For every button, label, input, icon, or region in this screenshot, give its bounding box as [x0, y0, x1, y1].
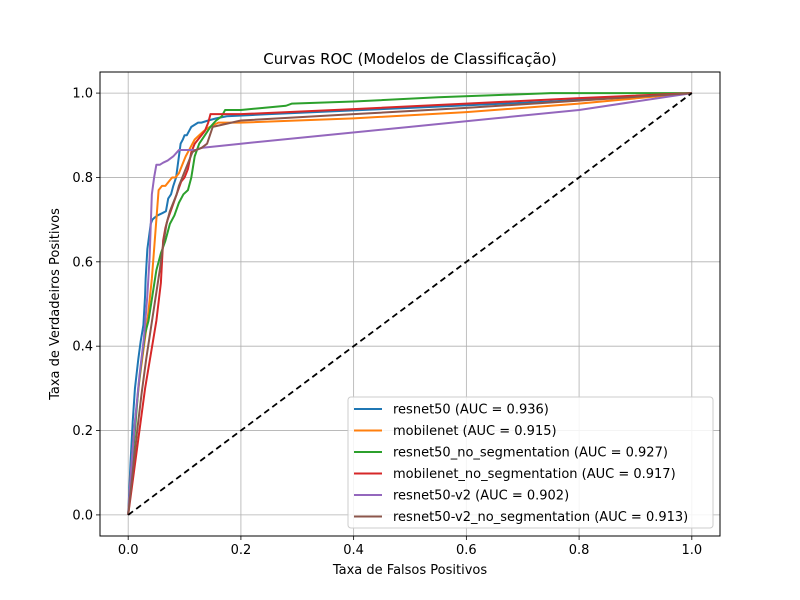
legend-box [347, 396, 714, 529]
series-line-0 [127, 92, 692, 515]
series-line-3 [127, 92, 692, 516]
legend-label: resnet50_no_segmentation (AUC = 0.927) [393, 446, 668, 461]
legend-label: resnet50 (AUC = 0.936) [393, 403, 549, 418]
x-axis-ticks: 0.0 0.2 0.4 0.6 0.8 1.0 [118, 536, 702, 558]
y-axis-label: Taxa de Verdadeiros Positivos [48, 208, 63, 401]
chance-diagonal-line [127, 92, 693, 516]
x-tick-label: 0.6 [456, 543, 477, 558]
legend-label: resnet50-v2 (AUC = 0.902) [393, 489, 569, 504]
x-tick-label: 0.0 [118, 543, 139, 558]
y-tick-label: 1.0 [72, 87, 93, 102]
x-tick-label: 1.0 [681, 543, 702, 558]
legend-label: mobilenet (AUC = 0.915) [393, 424, 557, 439]
y-tick-label: 0.8 [72, 171, 93, 186]
y-tick-label: 0.2 [72, 424, 93, 439]
x-axis-label: Taxa de Falsos Positivos [332, 563, 487, 578]
y-tick-label: 0.6 [72, 255, 93, 270]
legend: resnet50 (AUC = 0.936) mobilenet (AUC = 0… [347, 396, 714, 529]
x-tick-label: 0.2 [231, 543, 252, 558]
series-line-4 [127, 92, 692, 515]
y-tick-label: 0.4 [72, 340, 93, 355]
chart-title: Curvas ROC (Modelos de Classificação) [263, 50, 556, 68]
y-tick-label: 0.0 [72, 508, 93, 523]
plot-frame [99, 71, 721, 537]
x-tick-label: 0.8 [569, 543, 590, 558]
series-line-2 [127, 92, 692, 515]
legend-label: resnet50-v2_no_segmentation (AUC = 0.913… [393, 510, 688, 525]
legend-label: mobilenet_no_segmentation (AUC = 0.917) [393, 467, 676, 482]
x-tick-label: 0.4 [343, 543, 364, 558]
y-axis-ticks: 0.0 0.2 0.4 0.6 0.8 1.0 [72, 87, 100, 523]
series-line-5 [127, 92, 692, 516]
data-series [127, 92, 693, 516]
